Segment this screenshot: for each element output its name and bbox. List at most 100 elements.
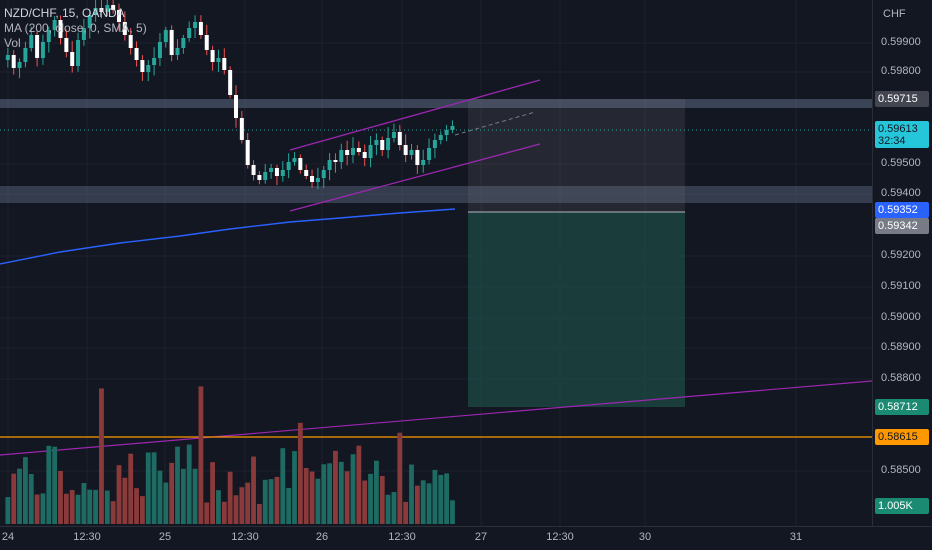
volume-bar	[11, 473, 17, 524]
candle-body	[198, 22, 203, 35]
resistance-zone[interactable]	[0, 99, 872, 108]
candle-body	[93, 8, 98, 15]
candle-body	[280, 170, 285, 176]
candle-body	[321, 170, 326, 178]
time-scale[interactable]: 24 12:30 25 12:30 26 12:30 27 12:30 30 3…	[0, 526, 932, 550]
entry-badge: 0.59342	[875, 218, 929, 234]
candle-body	[11, 55, 16, 68]
candle-body	[128, 35, 133, 48]
volume-bar	[362, 480, 368, 524]
candle-body	[23, 48, 28, 62]
candle-body	[251, 165, 256, 175]
price-tick: 0.58800	[881, 372, 921, 384]
legend-ma[interactable]: MA (200, close, 0, SMA, 5)	[4, 21, 147, 35]
volume-bar	[315, 478, 321, 524]
price-tick: 0.59200	[881, 249, 921, 261]
last-price-badge: 0.59613 32:34	[875, 121, 929, 148]
candle-body	[444, 130, 449, 135]
candle-body	[239, 118, 244, 140]
time-tick: 26	[315, 531, 329, 543]
time-tick: 31	[789, 531, 803, 543]
target-zone[interactable]	[468, 212, 685, 407]
countdown: 32:34	[878, 135, 906, 147]
currency-label: CHF	[883, 8, 906, 20]
volume-bar	[81, 482, 87, 524]
volume-bar	[28, 474, 34, 524]
volume-bar	[175, 446, 180, 524]
volume-bar	[134, 488, 139, 524]
candle-body	[339, 150, 344, 162]
candle-body	[81, 28, 86, 40]
volume-bar	[34, 494, 40, 524]
volume-bar	[297, 422, 303, 524]
candle-body	[304, 170, 309, 176]
volume-bar	[204, 502, 210, 524]
candle-body	[157, 42, 162, 58]
volume-bar	[333, 450, 338, 524]
volume-bar	[321, 464, 327, 524]
volume-bar	[87, 489, 93, 524]
time-tick: 27	[474, 531, 488, 543]
volume-bar	[426, 483, 432, 524]
volume-bar	[368, 473, 373, 524]
volume-bar	[169, 462, 175, 524]
candle-body	[403, 145, 408, 155]
volume-bar	[245, 482, 251, 524]
volume-bar	[444, 473, 449, 524]
volume-bar	[403, 501, 409, 524]
stop-zone[interactable]	[468, 99, 685, 212]
candle-body	[427, 148, 432, 160]
chart-legend: NZD/CHF, 15, OANDA MA (200, close, 0, SM…	[4, 6, 147, 51]
target-badge: 0.58712	[875, 399, 929, 415]
volume-bar	[140, 496, 145, 524]
candle-body	[52, 20, 57, 30]
candle-body	[269, 168, 274, 172]
candle-body	[386, 138, 391, 150]
volume-bar	[5, 497, 11, 524]
legend-symbol[interactable]: NZD/CHF, 15, OANDA	[4, 6, 125, 20]
chart-area[interactable]: NZD/CHF, 15, OANDA MA (200, close, 0, SM…	[0, 0, 872, 526]
candle-body	[409, 150, 414, 155]
price-tick: 0.59900	[881, 36, 921, 48]
volume-bar	[438, 474, 444, 524]
candles	[5, 0, 455, 190]
volume-bar	[122, 477, 128, 524]
volume-bar	[397, 432, 403, 524]
volume-bar	[233, 495, 239, 524]
volume-bar	[75, 494, 81, 524]
grid	[0, 0, 872, 526]
candle-body	[187, 28, 192, 38]
time-tick: 12:30	[388, 531, 416, 543]
volume-bar	[227, 471, 233, 524]
volume-bar	[420, 480, 426, 524]
candle-body	[292, 158, 297, 162]
volume-bar	[251, 456, 256, 524]
ma-line	[0, 208, 456, 265]
volume-bar	[239, 487, 245, 524]
candle-body	[263, 172, 268, 180]
candle-body	[397, 132, 402, 145]
channel-lower	[289, 143, 541, 212]
volume-bar	[192, 468, 198, 524]
legend-vol[interactable]: Vol	[4, 36, 21, 50]
candle-body	[315, 178, 320, 182]
volume-bar	[262, 479, 268, 524]
volume-bar	[99, 388, 104, 524]
volume-bar	[286, 487, 292, 524]
time-tick: 30	[638, 531, 652, 543]
volume-bar	[163, 482, 169, 524]
candle-body	[351, 148, 355, 155]
volume-bar	[274, 476, 280, 524]
volume-bar	[391, 491, 397, 524]
candle-body	[5, 55, 10, 60]
volume-bar	[221, 501, 227, 524]
volume-bar	[268, 479, 274, 524]
volume-bar	[379, 475, 385, 524]
price-tick: 0.59100	[881, 280, 921, 292]
chart-canvas[interactable]	[0, 0, 872, 526]
candle-body	[380, 140, 385, 150]
candle-body	[450, 126, 455, 130]
candle-body	[35, 35, 40, 58]
price-scale[interactable]: CHF 0.59900 0.59800 0.59500 0.59400 0.59…	[872, 0, 932, 526]
support-zone[interactable]	[0, 186, 872, 203]
